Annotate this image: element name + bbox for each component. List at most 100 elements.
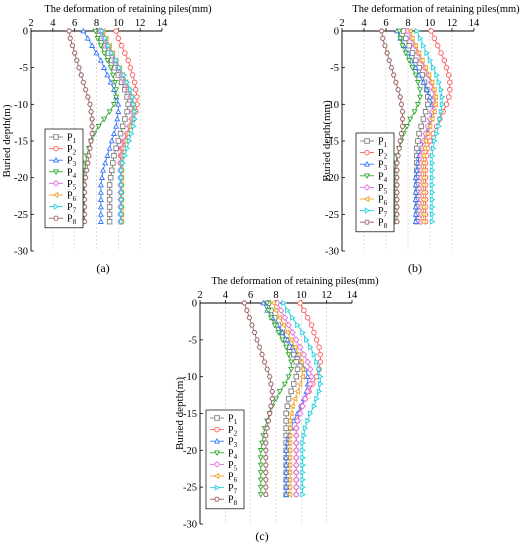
data-point	[394, 175, 400, 181]
legend-label: P4	[378, 171, 388, 184]
data-point	[300, 491, 306, 498]
data-point	[99, 167, 107, 173]
data-point	[300, 447, 306, 454]
legend-marker	[53, 145, 59, 152]
data-point	[270, 299, 276, 307]
data-point	[89, 42, 96, 48]
y-tick-label: -25	[183, 483, 197, 494]
x-tick-label: 2	[339, 18, 344, 29]
data-point	[251, 330, 258, 335]
data-point	[399, 116, 406, 122]
data-point	[293, 373, 300, 380]
x-tick-label: 2	[197, 290, 202, 301]
legend-letter: P	[228, 495, 234, 506]
data-point	[314, 395, 320, 402]
data-point	[292, 491, 300, 498]
data-point	[316, 366, 323, 373]
data-point	[390, 72, 397, 78]
data-point	[83, 167, 90, 173]
data-point	[257, 484, 264, 491]
data-point	[101, 116, 108, 123]
data-point	[106, 42, 112, 49]
legend-subscript: 2	[73, 149, 77, 157]
legend-letter: P	[67, 133, 73, 144]
data-point	[285, 374, 292, 380]
data-point	[284, 329, 290, 336]
data-point	[379, 35, 386, 41]
chart-panel-1: The deformation of retaining piles(mm) 2 4…	[1, 4, 212, 275]
data-point	[318, 373, 324, 380]
data-point	[412, 218, 419, 224]
legend-label: P6	[228, 472, 238, 485]
data-point	[439, 93, 446, 101]
data-point	[306, 365, 314, 373]
y-tick-label: -5	[188, 335, 197, 346]
data-point	[80, 79, 87, 85]
data-point	[294, 366, 301, 373]
legend-letter: P	[67, 214, 73, 225]
data-point	[424, 49, 430, 57]
data-point	[104, 152, 111, 158]
legend-subscript: 3	[73, 160, 77, 168]
data-point	[396, 145, 403, 151]
data-point	[313, 337, 320, 343]
data-point	[431, 35, 438, 42]
data-point	[97, 57, 104, 63]
data-point	[259, 352, 265, 358]
data-point	[307, 344, 314, 351]
legend-subscript: 8	[384, 222, 388, 230]
data-point	[311, 403, 318, 410]
data-point	[122, 50, 128, 56]
x-tick-label: 8	[94, 18, 99, 29]
data-point	[412, 64, 419, 70]
data-point	[394, 182, 400, 188]
data-point	[263, 484, 269, 490]
data-point	[113, 94, 120, 101]
legend-subscript: 4	[73, 172, 77, 180]
chart-title: The deformation of retaining piles(mm)	[211, 276, 379, 287]
data-point	[395, 87, 401, 93]
y-tick-label: -5	[330, 63, 339, 74]
data-point	[292, 469, 300, 476]
data-point	[292, 454, 300, 462]
legend-label: P5	[67, 179, 77, 192]
legend-marker	[214, 426, 220, 433]
data-point	[84, 160, 91, 166]
x-tick-label: 8	[405, 18, 410, 29]
legend-letter: P	[378, 160, 384, 171]
data-point	[293, 359, 300, 365]
legend-label: P2	[67, 144, 77, 157]
data-point	[264, 300, 271, 307]
data-point	[106, 182, 113, 188]
data-point	[286, 417, 293, 424]
data-point	[432, 93, 438, 101]
data-point	[422, 64, 428, 71]
data-point	[119, 123, 126, 130]
data-point	[397, 138, 404, 144]
data-point	[115, 108, 122, 114]
data-point	[426, 93, 434, 100]
data-point	[97, 43, 104, 49]
data-point	[429, 196, 436, 203]
legend-marker	[214, 415, 220, 421]
x-tick-label: 10	[425, 18, 436, 29]
data-point	[439, 101, 446, 108]
data-point	[101, 64, 108, 70]
data-point	[420, 159, 426, 167]
legend-marker	[213, 437, 221, 444]
y-tick-label: -20	[325, 173, 339, 184]
data-point	[445, 94, 452, 100]
legend-label: P6	[67, 191, 77, 204]
data-point	[300, 454, 306, 461]
legend-subscript: 6	[234, 476, 238, 484]
legend-marker	[363, 195, 370, 203]
series-P7	[414, 27, 446, 225]
data-point	[115, 35, 122, 42]
data-point	[304, 314, 311, 321]
data-point	[97, 218, 104, 224]
data-point	[434, 130, 440, 137]
data-point	[124, 145, 131, 152]
data-point	[254, 337, 260, 343]
